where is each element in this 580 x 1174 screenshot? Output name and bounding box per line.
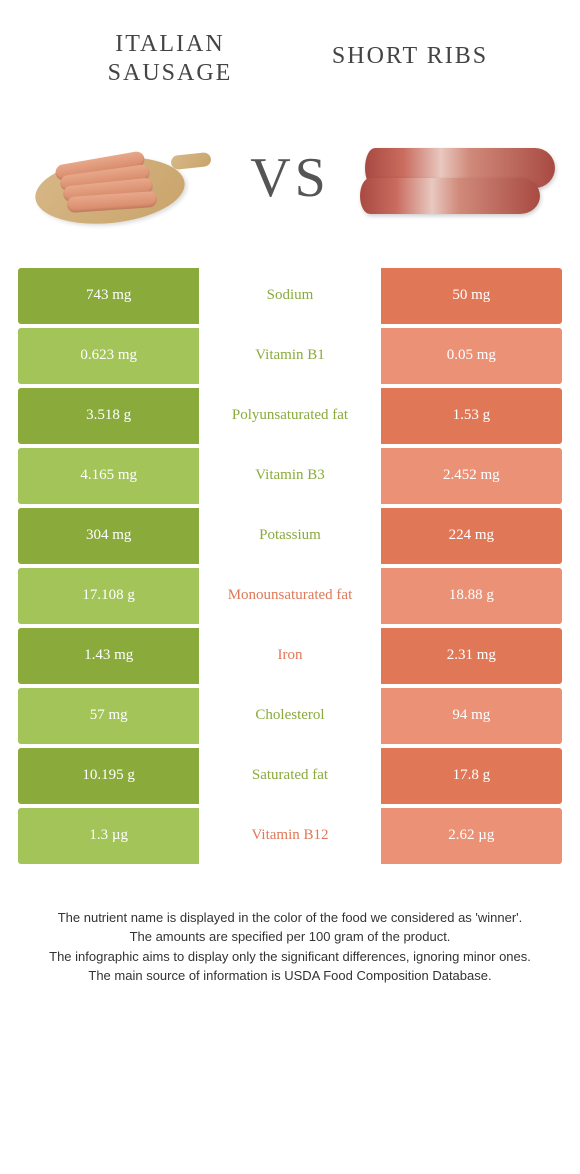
value-right: 0.05 mg — [381, 328, 562, 384]
value-left: 304 mg — [18, 508, 199, 564]
footer-notes: The nutrient name is displayed in the co… — [0, 868, 580, 986]
footer-line: The nutrient name is displayed in the co… — [30, 908, 550, 928]
table-row: 4.165 mgVitamin B32.452 mg — [18, 448, 562, 504]
value-left: 10.195 g — [18, 748, 199, 804]
footer-line: The main source of information is USDA F… — [30, 966, 550, 986]
footer-line: The infographic aims to display only the… — [30, 947, 550, 967]
table-row: 1.3 µgVitamin B122.62 µg — [18, 808, 562, 864]
image-short-ribs — [360, 118, 560, 238]
value-left: 3.518 g — [18, 388, 199, 444]
vs-label: VS — [250, 146, 330, 210]
nutrient-label: Iron — [199, 628, 380, 684]
nutrient-label: Monounsaturated fat — [199, 568, 380, 624]
value-right: 1.53 g — [381, 388, 562, 444]
value-left: 17.108 g — [18, 568, 199, 624]
table-row: 17.108 gMonounsaturated fat18.88 g — [18, 568, 562, 624]
nutrient-label: Vitamin B1 — [199, 328, 380, 384]
title-left: ITALIAN SAUSAGE — [50, 30, 290, 88]
table-row: 10.195 gSaturated fat17.8 g — [18, 748, 562, 804]
image-italian-sausage — [20, 118, 220, 238]
value-right: 17.8 g — [381, 748, 562, 804]
value-right: 18.88 g — [381, 568, 562, 624]
value-left: 1.3 µg — [18, 808, 199, 864]
value-right: 94 mg — [381, 688, 562, 744]
value-left: 1.43 mg — [18, 628, 199, 684]
nutrient-label: Cholesterol — [199, 688, 380, 744]
table-row: 3.518 gPolyunsaturated fat1.53 g — [18, 388, 562, 444]
value-right: 50 mg — [381, 268, 562, 324]
footer-line: The amounts are specified per 100 gram o… — [30, 927, 550, 947]
nutrient-label: Potassium — [199, 508, 380, 564]
table-row: 1.43 mgIron2.31 mg — [18, 628, 562, 684]
nutrient-label: Saturated fat — [199, 748, 380, 804]
table-row: 304 mgPotassium224 mg — [18, 508, 562, 564]
table-row: 743 mgSodium50 mg — [18, 268, 562, 324]
value-right: 2.62 µg — [381, 808, 562, 864]
comparison-table: 743 mgSodium50 mg0.623 mgVitamin B10.05 … — [0, 268, 580, 864]
value-right: 224 mg — [381, 508, 562, 564]
table-row: 0.623 mgVitamin B10.05 mg — [18, 328, 562, 384]
value-left: 0.623 mg — [18, 328, 199, 384]
nutrient-label: Vitamin B12 — [199, 808, 380, 864]
value-right: 2.31 mg — [381, 628, 562, 684]
nutrient-label: Sodium — [199, 268, 380, 324]
nutrient-label: Polyunsaturated fat — [199, 388, 380, 444]
value-right: 2.452 mg — [381, 448, 562, 504]
table-row: 57 mgCholesterol94 mg — [18, 688, 562, 744]
title-right: SHORT RIBS — [290, 30, 530, 88]
value-left: 743 mg — [18, 268, 199, 324]
value-left: 4.165 mg — [18, 448, 199, 504]
value-left: 57 mg — [18, 688, 199, 744]
nutrient-label: Vitamin B3 — [199, 448, 380, 504]
